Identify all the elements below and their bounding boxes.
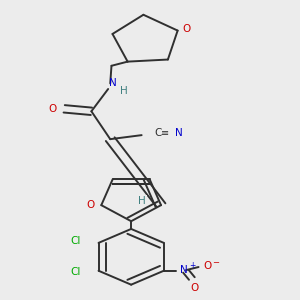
- Text: N: N: [180, 265, 188, 275]
- Text: N: N: [175, 128, 183, 138]
- Text: Cl: Cl: [70, 267, 81, 277]
- Text: C: C: [154, 128, 162, 138]
- Text: Cl: Cl: [70, 236, 81, 246]
- Text: H: H: [138, 196, 146, 206]
- Text: ≡: ≡: [160, 128, 169, 138]
- Text: O: O: [87, 200, 95, 210]
- Text: N: N: [110, 78, 117, 88]
- Text: O: O: [190, 283, 199, 292]
- Text: O: O: [48, 104, 57, 114]
- Text: H: H: [120, 85, 127, 96]
- Text: O: O: [204, 261, 212, 271]
- Text: −: −: [212, 259, 219, 268]
- Text: +: +: [189, 261, 195, 270]
- Text: O: O: [183, 24, 191, 34]
